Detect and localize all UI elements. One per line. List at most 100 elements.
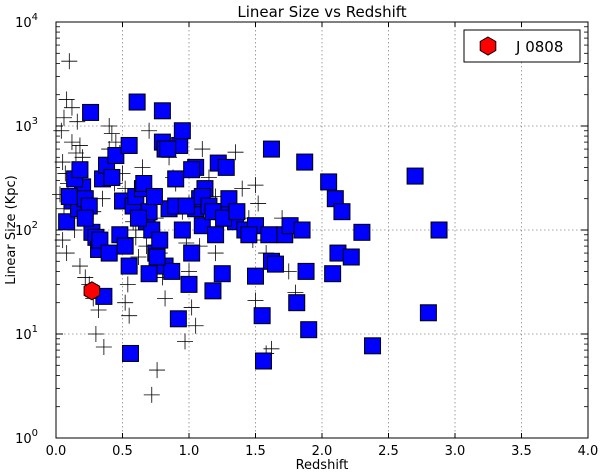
square-point xyxy=(159,140,177,158)
legend-hexagon-icon xyxy=(479,36,497,56)
square-point xyxy=(320,173,338,191)
square-point xyxy=(169,310,187,328)
highlight-series xyxy=(83,281,101,301)
cross-point xyxy=(227,144,244,161)
cross-point xyxy=(250,195,267,212)
square-point xyxy=(217,158,235,176)
legend-label: J 0808 xyxy=(515,38,563,56)
cross-point xyxy=(101,118,118,134)
square-point xyxy=(82,103,100,121)
legend: J 0808 xyxy=(463,29,581,63)
cross-point xyxy=(71,258,88,275)
x-tick-label: 1.0 xyxy=(179,444,200,459)
cross-point xyxy=(177,333,194,350)
square-point xyxy=(91,231,109,249)
square-point xyxy=(183,244,201,262)
square-point xyxy=(148,248,166,266)
square-point xyxy=(253,307,271,325)
square-point xyxy=(129,209,147,227)
square-point xyxy=(167,170,185,188)
cross-point xyxy=(71,137,88,154)
chart-title: Linear Size vs Redshift xyxy=(237,3,406,21)
y-tick-label: 102 xyxy=(15,220,38,239)
square-point xyxy=(297,262,315,280)
square-point xyxy=(353,223,371,241)
square-point xyxy=(204,282,222,300)
x-tick-label: 4.0 xyxy=(578,444,599,459)
x-tick-label: 3.0 xyxy=(445,444,466,459)
cross-point xyxy=(234,180,251,197)
cross-point xyxy=(187,317,204,334)
cross-point xyxy=(130,249,147,266)
y-tick-label: 104 xyxy=(15,12,38,31)
square-point xyxy=(207,226,225,244)
square-point xyxy=(288,294,306,312)
cross-point xyxy=(63,99,80,116)
cross-point xyxy=(61,53,78,70)
cross-point xyxy=(117,294,134,311)
square-point xyxy=(128,93,146,111)
cross-point xyxy=(58,91,75,108)
y-tick-label: 100 xyxy=(15,428,38,447)
square-point xyxy=(60,187,78,205)
cross-point xyxy=(69,113,86,130)
x-tick-label: 2.0 xyxy=(312,444,333,459)
cross-point xyxy=(141,122,158,139)
cross-point xyxy=(143,386,160,403)
square-point xyxy=(183,161,201,179)
square-point xyxy=(266,255,284,273)
cross-point xyxy=(157,290,174,307)
square-point xyxy=(120,136,138,154)
highlight-point xyxy=(83,281,101,301)
x-tick-label: 2.5 xyxy=(378,444,399,459)
square-point xyxy=(296,153,314,171)
y-tick-label: 103 xyxy=(15,116,38,135)
square-point xyxy=(135,174,153,192)
square-point xyxy=(121,344,139,362)
square-point xyxy=(71,161,89,179)
y-tick-label: 101 xyxy=(15,324,38,343)
square-point xyxy=(300,321,318,339)
square-point xyxy=(100,244,118,262)
square-point xyxy=(430,221,448,239)
square-point xyxy=(247,267,264,285)
square-point xyxy=(173,221,191,239)
x-tick-labels: 0.0 0.5 1.0 1.5 2.0 2.5 3.0 3.5 4.0 xyxy=(46,444,599,459)
square-point xyxy=(58,213,76,231)
square-point xyxy=(107,147,125,165)
square-point xyxy=(213,265,231,283)
cross-point xyxy=(121,307,138,324)
cross-point xyxy=(54,154,71,171)
square-point xyxy=(240,226,258,244)
square-point xyxy=(103,168,121,186)
square-point xyxy=(153,102,171,120)
square-point xyxy=(180,275,198,293)
square-point xyxy=(419,304,437,322)
square-point xyxy=(193,217,211,235)
square-point xyxy=(228,203,246,221)
square-point xyxy=(145,187,163,205)
cross-point xyxy=(183,299,200,316)
y-tick-labels: 100 101 102 103 104 xyxy=(15,12,38,447)
cross-point xyxy=(194,141,211,158)
square-point xyxy=(177,197,195,215)
cross-point xyxy=(134,159,151,176)
square-point xyxy=(406,167,424,185)
cross-point xyxy=(63,134,80,151)
cross-point xyxy=(103,125,120,142)
cross-point xyxy=(119,276,136,293)
square-point xyxy=(173,122,191,140)
square-point xyxy=(151,231,169,249)
cross-point xyxy=(207,245,224,262)
cross-point xyxy=(149,362,166,379)
x-axis-title: Redshift xyxy=(296,458,349,472)
square-point xyxy=(120,257,138,275)
square-point xyxy=(116,237,134,255)
square-point xyxy=(140,265,158,283)
square-series xyxy=(58,93,448,370)
x-tick-label: 1.5 xyxy=(245,444,266,459)
cross-point xyxy=(55,109,72,126)
tick-marks xyxy=(55,21,589,439)
cross-point xyxy=(95,338,112,355)
